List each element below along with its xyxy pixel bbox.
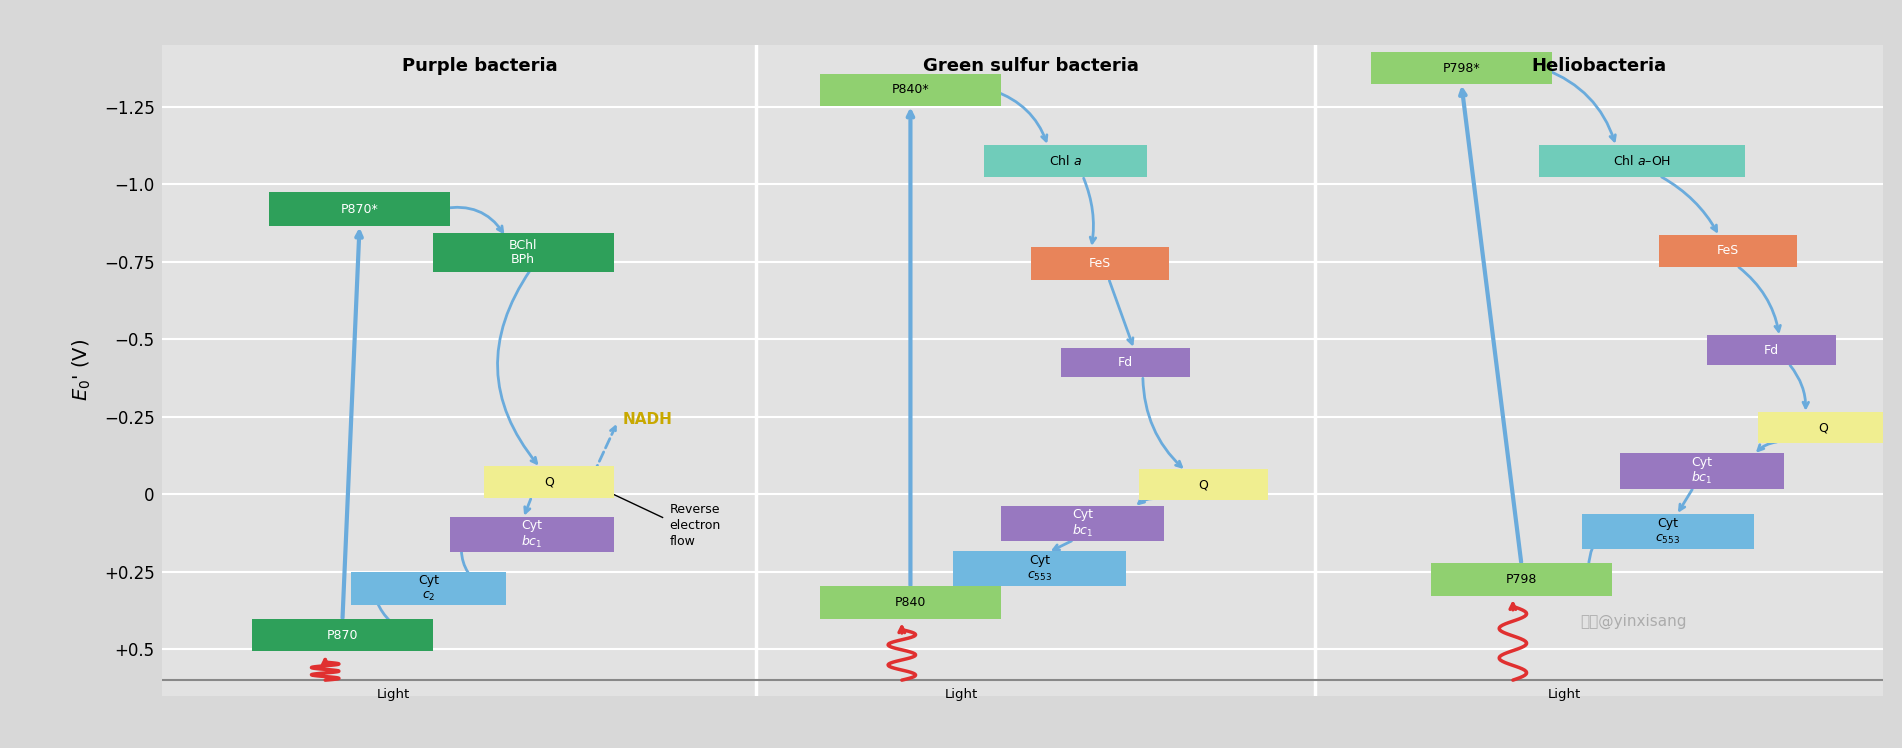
Text: FeS: FeS (1718, 245, 1738, 257)
FancyBboxPatch shape (253, 619, 434, 652)
FancyBboxPatch shape (1000, 506, 1164, 542)
FancyBboxPatch shape (1539, 145, 1746, 177)
Text: P870: P870 (327, 629, 358, 642)
Text: P840: P840 (894, 596, 926, 609)
Text: Cyt
$c_{553}$: Cyt $c_{553}$ (1027, 554, 1052, 583)
Text: Light: Light (945, 688, 978, 701)
FancyBboxPatch shape (352, 572, 506, 605)
FancyBboxPatch shape (1621, 453, 1784, 488)
Text: P870*: P870* (340, 203, 378, 215)
Text: P798: P798 (1506, 573, 1537, 586)
FancyBboxPatch shape (820, 586, 1000, 619)
Text: 知乎@yinxisang: 知乎@yinxisang (1581, 613, 1687, 629)
Text: Cyt
$c_{553}$: Cyt $c_{553}$ (1655, 517, 1679, 546)
Text: Light: Light (377, 688, 411, 701)
FancyBboxPatch shape (1430, 563, 1611, 595)
FancyBboxPatch shape (1706, 335, 1835, 365)
FancyBboxPatch shape (1139, 470, 1267, 500)
Text: Fd: Fd (1118, 356, 1134, 369)
Text: Chl $a$–OH: Chl $a$–OH (1613, 154, 1672, 168)
FancyBboxPatch shape (1371, 52, 1552, 85)
FancyBboxPatch shape (1582, 514, 1754, 549)
Text: Chl $a$: Chl $a$ (1048, 154, 1082, 168)
Text: NADH: NADH (624, 412, 673, 427)
FancyBboxPatch shape (983, 145, 1147, 177)
FancyBboxPatch shape (485, 465, 614, 498)
FancyBboxPatch shape (1031, 247, 1168, 280)
FancyBboxPatch shape (1061, 348, 1191, 377)
Y-axis label: $\mathit{E}_0$' (V): $\mathit{E}_0$' (V) (70, 340, 93, 401)
Text: Heliobacteria: Heliobacteria (1531, 58, 1666, 76)
FancyBboxPatch shape (434, 233, 614, 272)
Text: FeS: FeS (1088, 257, 1111, 270)
Text: BChl
BPh: BChl BPh (510, 239, 538, 266)
Text: Q: Q (544, 475, 553, 488)
Text: Cyt
$bc_1$: Cyt $bc_1$ (1691, 456, 1714, 486)
FancyBboxPatch shape (953, 551, 1126, 586)
Text: Fd: Fd (1763, 343, 1778, 357)
Text: Q: Q (1818, 421, 1828, 434)
FancyBboxPatch shape (820, 73, 1000, 106)
Text: Cyt
$bc_1$: Cyt $bc_1$ (1073, 508, 1094, 539)
Text: P840*: P840* (892, 83, 930, 96)
Text: Q: Q (1198, 479, 1208, 491)
Text: Purple bacteria: Purple bacteria (403, 58, 557, 76)
Text: Cyt
$c_2$: Cyt $c_2$ (418, 574, 439, 603)
FancyBboxPatch shape (270, 192, 451, 226)
Text: Green sulfur bacteria: Green sulfur bacteria (922, 58, 1139, 76)
Text: Cyt
$bc_1$: Cyt $bc_1$ (521, 519, 542, 550)
FancyBboxPatch shape (451, 517, 614, 552)
Text: P798*: P798* (1442, 61, 1480, 75)
Text: Reverse
electron
flow: Reverse electron flow (670, 503, 721, 548)
FancyBboxPatch shape (1659, 235, 1797, 267)
FancyBboxPatch shape (1757, 412, 1887, 443)
Text: Light: Light (1548, 688, 1581, 701)
